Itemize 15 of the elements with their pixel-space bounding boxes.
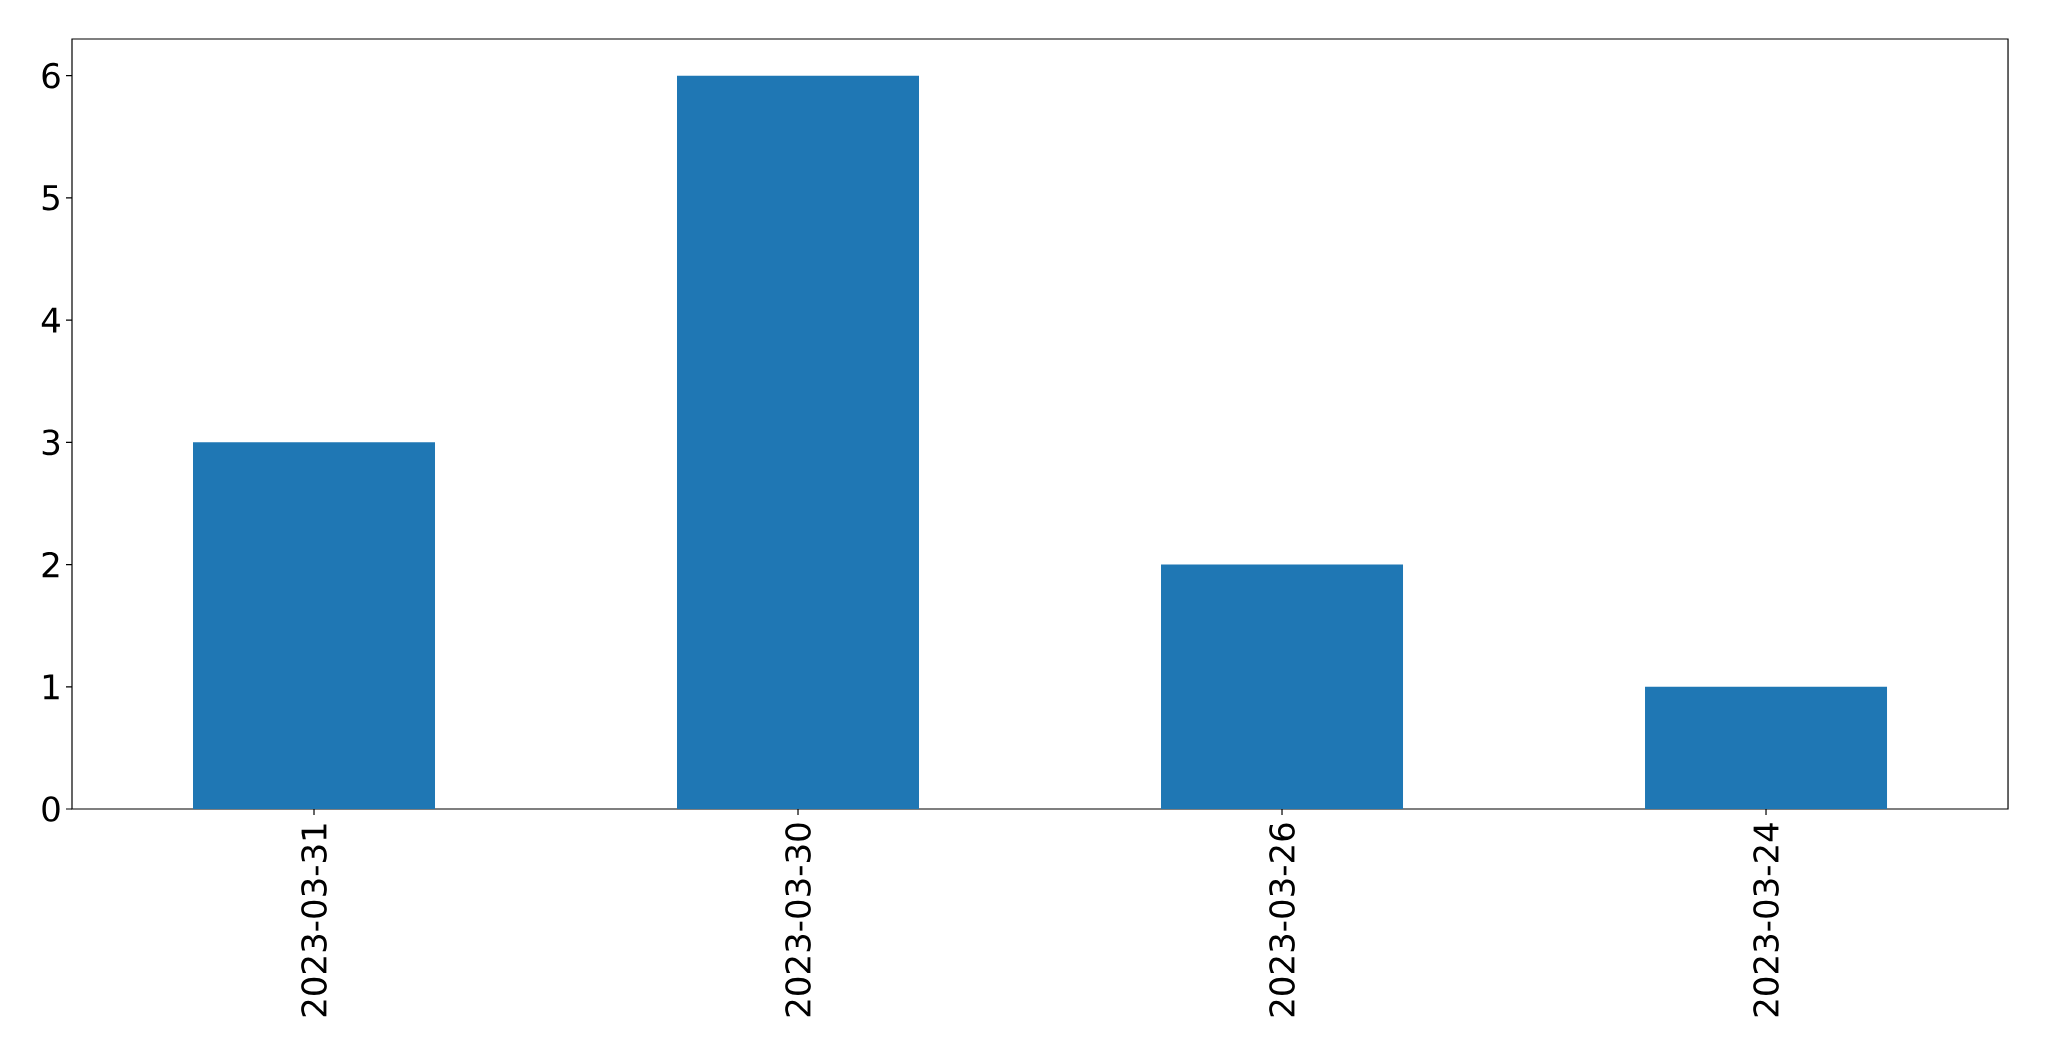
x-tick-label: 2023-03-30: [785, 823, 811, 1017]
y-tick-label: 1: [43, 674, 59, 700]
bar: [677, 75, 920, 809]
y-tick-label: 3: [42, 429, 60, 456]
y-tick-label: 2: [42, 551, 59, 578]
bar: [1161, 564, 1404, 809]
y-tick-label: 0: [42, 796, 60, 822]
y-tick-label: 6: [42, 62, 60, 89]
y-tick-label: 4: [41, 307, 60, 333]
y-tick-label: 5: [42, 185, 59, 211]
x-tick-label: 2023-03-31: [301, 824, 327, 1017]
bar: [193, 442, 435, 809]
x-tick-label: 2023-03-24: [1753, 823, 1779, 1017]
bar: [1645, 686, 1888, 809]
x-tick-label: 2023-03-26: [1269, 823, 1295, 1017]
